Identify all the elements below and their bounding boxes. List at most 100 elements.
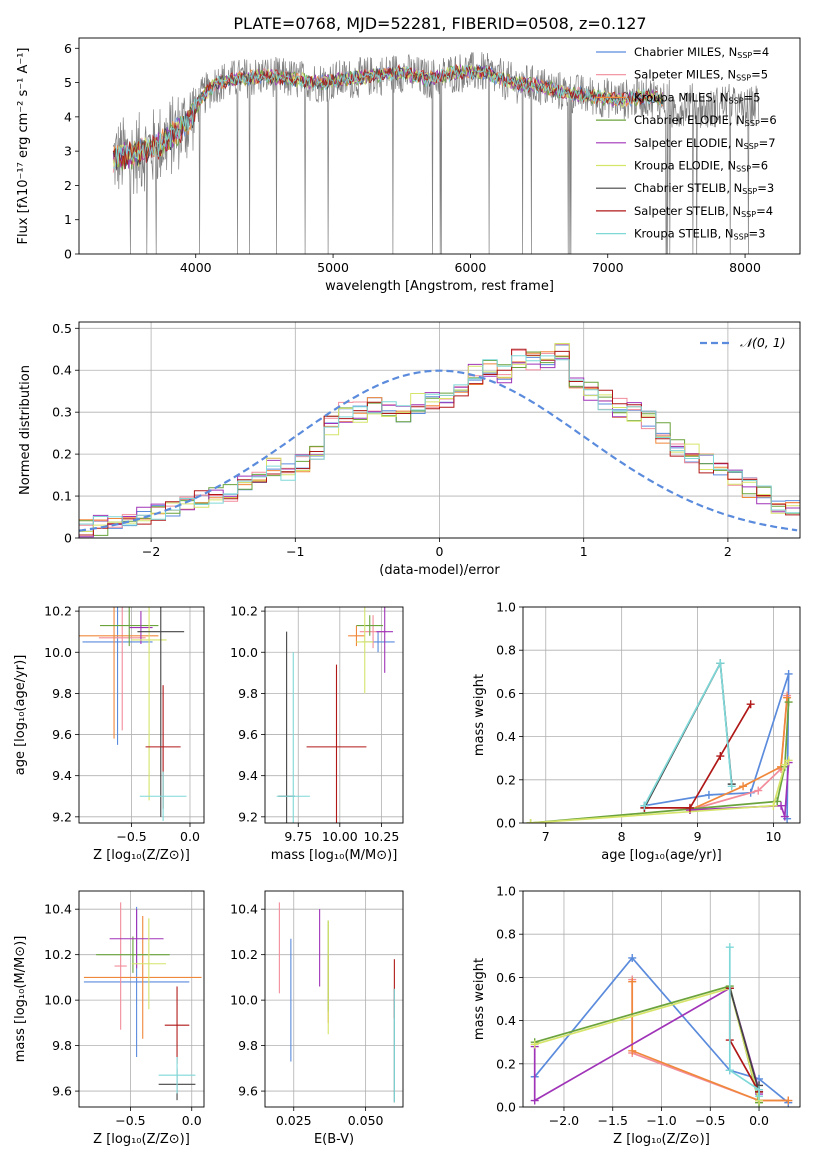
panel-mass-vs-ebv: 0.025 0.050 9.6 9.8 10.0 10.2 10.4 E(B-V) [230,890,404,1147]
error-point [356,615,384,636]
legend-entry: Salpeter STELIB, NSSP=4 [634,204,773,219]
legend-sub: SSP [742,187,757,196]
weight-marker [716,659,725,668]
legend-sub: SSP [745,119,760,128]
x-axis-label: Z [log₁₀(Z/Z⊙)] [93,1132,190,1147]
error-point [114,902,127,1030]
legend-entry: Kroupa STELIB, NSSP=3 [634,227,765,242]
x-tick-label: 4000 [180,260,212,275]
error-point [83,916,202,1039]
axes-frame [78,37,801,255]
weight-series-chabrier-stelib [643,660,733,809]
weight-series-kroupa-miles [689,697,788,811]
error-point [96,936,170,973]
y-tick-label: 0.4 [52,363,72,378]
legend-label: Kroupa ELODIE, N [634,159,736,173]
legend-sub: SSP [744,142,759,151]
x-tick-label: 10 [765,829,781,844]
y-tick-label: 0 [64,247,72,262]
y-tick-label: 10.0 [230,993,258,1008]
y-axis-label: Normed distribution [18,365,33,495]
model-line-kroupa-miles [112,65,663,167]
legend-value: =5 [751,68,768,82]
legend-entry: Chabrier MILES, NSSP=4 [634,45,769,60]
weight-marker [754,786,763,795]
model-line-kroupa-stelib [112,64,664,170]
weight-marker [526,819,535,823]
y-tick-label: 2 [64,178,72,193]
y-tick-label: 9.2 [52,809,72,824]
legend-value: =5 [744,90,761,104]
weight-series-salpeter-elodie [533,986,760,1102]
weight-series-kroupa-elodie [530,759,790,823]
panel-age-vs-mass: 9.75 10.00 10.25 9.2 9.4 9.6 9.8 10.0 10.2 mass [… [230,604,404,863]
weight-series-chabrier-miles [644,673,790,819]
legend-label: Salpeter STELIB, N [634,204,741,218]
weight-series-kroupa-elodie [534,987,760,1101]
legend-sub: SSP [741,210,756,219]
panel-spectrum: 4000 5000 6000 7000 8000 0 1 2 3 4 5 6 wavelength [A… [16,37,801,294]
y-tick-label: 3 [64,144,72,159]
plot-area [79,607,187,821]
weight-marker [783,693,792,702]
histogram-salpeter-stelib [79,348,800,536]
model-line-salpeter-stelib [112,63,664,170]
y-tick-label: 10.2 [44,604,72,619]
weight-marker [784,1096,793,1105]
error-point [131,607,167,801]
error-point [98,607,146,731]
legend-label: Chabrier ELODIE, N [634,113,745,127]
legend-label: Kroupa MILES, N [634,90,729,104]
axes-frame [78,606,205,824]
legend-value: =6 [760,113,777,127]
legend-entry: Chabrier ELODIE, NSSP=6 [634,113,777,128]
weight-series-chabrier-stelib [728,987,760,1093]
y-axis-label: age [log₁₀(age/yr)] [13,655,28,776]
legend-label: Salpeter ELODIE, N [634,136,744,150]
y-tick-label: 0.3 [52,405,72,420]
error-point [276,652,310,823]
y-tick-label: 10.4 [44,902,72,917]
y-tick-label: 0.0 [496,816,516,831]
weight-marker [746,700,755,709]
legend-value: =3 [749,227,766,241]
legend-entry: Chabrier STELIB, NSSP=3 [634,181,774,196]
x-tick-label: −2 [142,544,160,559]
normal-curve [79,369,798,532]
y-tick-label: 9.2 [238,809,258,824]
x-axis-label: wavelength [Angstrom, rest frame] [325,279,554,294]
axes-frame [78,890,205,1108]
y-tick-label: 10.2 [230,947,258,962]
legend-value: =3 [757,181,774,195]
weight-marker [716,752,725,761]
histogram-kroupa-elodie [79,343,800,532]
x-tick-label: 0 [436,544,444,559]
model-line-salpeter-elodie [112,64,664,169]
histogram-kroupa-stelib [79,355,800,526]
x-tick-label: −1.5 [598,1113,628,1128]
y-tick-label: 9.4 [52,768,72,783]
y-tick-label: 10.0 [230,645,258,660]
weight-marker [530,1040,539,1049]
x-tick-label: −0.5 [115,1113,145,1128]
spectrum-legend: Chabrier MILES, NSSP=4 Salpeter MILES, NS… [596,45,777,242]
x-tick-label: 9.75 [284,829,312,844]
legend-value: =7 [759,136,776,150]
y-tick-label: 0 [64,531,72,546]
plot-area [278,902,395,1103]
plot-area [112,52,760,254]
legend-value: =4 [752,45,769,59]
x-tick-label: 2 [724,544,732,559]
legend-entry: Salpeter MILES, NSSP=5 [634,68,768,83]
plot-area [79,343,800,538]
error-point [137,607,185,817]
weight-marker [769,801,778,810]
weight-marker [628,1046,637,1055]
x-tick-label: 5000 [317,260,349,275]
y-tick-label: 10.2 [230,604,258,619]
model-line-chabrier-miles [112,64,663,167]
y-tick-label: 9.6 [238,1084,258,1099]
y-tick-label: 9.8 [52,686,72,701]
x-tick-label: 6000 [454,260,486,275]
axes-frame [264,606,404,824]
